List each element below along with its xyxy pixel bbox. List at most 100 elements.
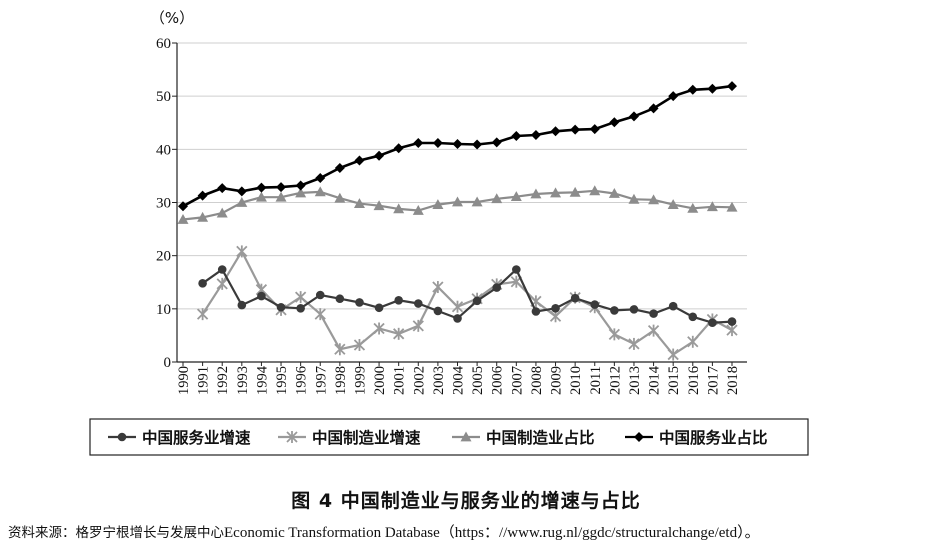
source-note: 资料来源：格罗宁根增长与发展中心Economic Transformation … [8,521,928,542]
y-tick-label: 30 [156,196,171,212]
x-tick-label: 2010 [568,366,584,395]
x-tick-label: 2018 [725,366,741,395]
x-tick-label: 1990 [176,366,192,395]
data-point [276,182,287,193]
x-tick-label: 1994 [254,365,270,395]
data-point [727,81,737,92]
data-point [354,155,365,166]
data-point [335,294,345,304]
data-point [687,84,698,95]
x-tick-label: 1998 [333,366,349,395]
data-point [510,191,522,202]
data-point [373,322,385,335]
data-point [432,137,443,148]
data-point [589,124,600,135]
y-tick-label: 10 [156,302,171,318]
x-tick-label: 1999 [352,366,368,395]
data-point [393,203,405,214]
data-point [373,200,385,211]
data-point [315,290,325,300]
data-point [668,301,678,311]
data-point [217,183,228,194]
x-tick-label: 1997 [313,366,329,395]
data-point [237,300,247,310]
y-tick-label: 60 [156,36,171,52]
data-point [412,204,424,215]
data-point [687,202,699,213]
data-point [707,83,718,94]
data-point [668,91,679,102]
data-point [610,306,619,315]
data-point [648,103,659,114]
data-point [688,312,698,322]
data-point [334,343,346,356]
x-tick-label: 2015 [666,366,682,395]
data-point [275,191,287,202]
x-tick-label: 2014 [647,365,663,395]
legend-label: 中国服务业占比 [659,428,768,447]
data-point [452,196,463,207]
data-point [550,126,561,137]
legend-swatch-marker [117,432,127,442]
data-point [647,324,660,337]
legend-item: 中国服务业占比 [625,428,768,447]
legend-label: 中国制造业增速 [312,428,421,447]
series-1 [198,265,737,327]
data-point [628,337,640,350]
legend-label: 中国服务业增速 [142,428,251,447]
x-tick-label: 2009 [549,366,565,395]
data-point [255,191,267,202]
legend-swatch-marker [634,432,644,442]
data-point [551,304,560,313]
data-point [629,305,639,314]
data-point [295,291,307,304]
axes [172,42,747,366]
x-tick-label: 1993 [235,366,251,395]
figure-title: 图 4 中国制造业与服务业的增速与占比 [291,490,641,512]
x-tick-label: 2000 [372,366,388,395]
x-tick-label: 2006 [490,366,506,395]
y-tick-label: 50 [156,89,171,105]
x-tick-label: 2002 [411,366,427,395]
data-point [628,111,639,122]
data-point [432,281,444,294]
data-point [727,317,737,326]
data-point [512,265,521,274]
data-point [589,185,601,196]
data-point [314,186,326,197]
data-point [412,319,424,332]
data-point [393,327,405,340]
data-point [726,201,738,212]
data-point [531,307,541,316]
data-point [295,180,306,191]
data-point [530,129,541,140]
y-axis-label: （%） [150,9,194,27]
x-tick-label: 1996 [294,366,310,395]
legend-swatch-marker [286,431,298,443]
legend-item: 中国服务业增速 [108,428,251,447]
x-tick-label: 2011 [588,366,604,394]
data-point [609,117,620,128]
x-tick-label: 2004 [451,365,467,395]
series-3 [177,185,738,224]
x-tick-label: 2012 [607,366,623,395]
data-point [667,348,679,361]
data-point [236,245,248,258]
data-point [314,308,326,321]
data-point [393,143,404,154]
data-point [353,338,366,351]
data-point [451,300,464,313]
data-point [687,335,699,348]
data-point [453,314,462,323]
y-tick-labels: 0 10 20 30 40 50 60 [156,36,171,371]
data-point [295,187,307,198]
data-point [236,197,248,207]
data-point [471,196,483,207]
data-point [196,308,209,321]
data-point [216,277,228,290]
legend: 中国服务业增速 中国制造业增速 中国制造业占比 中国服务业占比 [89,418,809,456]
data-point [334,192,346,203]
y-tick-label: 40 [156,142,171,158]
data-point [413,299,423,308]
